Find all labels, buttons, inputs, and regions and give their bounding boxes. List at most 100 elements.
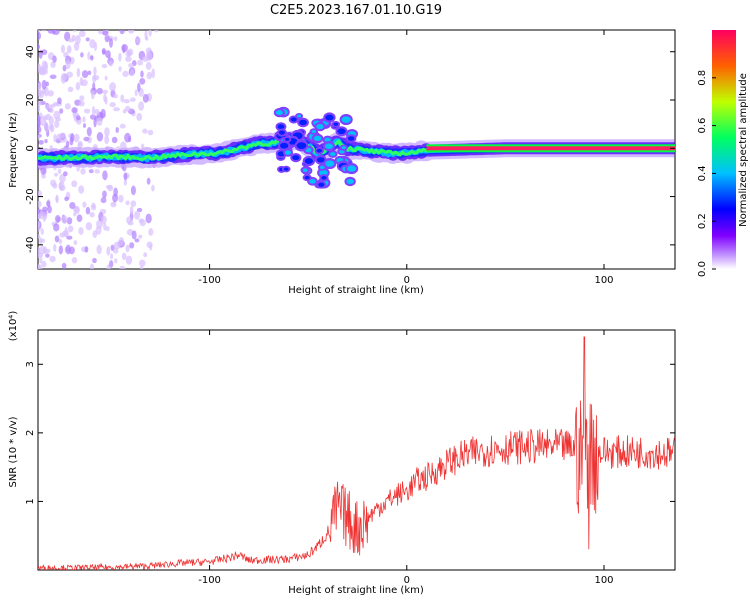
snr-y-multiplier: (x10⁴) (8, 311, 19, 342)
noise-blob (115, 127, 119, 133)
spectral-blob (292, 155, 300, 161)
noise-blob (104, 127, 110, 137)
spectrogram-panel: -100 0 100 -40 -20 0 20 40 Height of straight l… (8, 29, 676, 296)
y-tick-label: -20 (25, 188, 36, 204)
noise-blob (54, 172, 58, 177)
noise-blob (123, 180, 128, 186)
noise-blob (144, 30, 148, 40)
noise-blob (80, 168, 86, 175)
noise-blob (81, 70, 89, 79)
snr-series-line (38, 336, 675, 570)
spectral-blob (329, 152, 336, 157)
spectral-blob (297, 114, 302, 118)
noise-blob (93, 74, 100, 81)
noise-blob (92, 82, 96, 92)
noise-blob (52, 55, 57, 63)
spectral-blob (299, 119, 307, 126)
noise-blob (135, 36, 141, 45)
noise-blob (41, 79, 47, 90)
noise-blob (95, 225, 102, 235)
noise-blob (101, 47, 106, 54)
noise-blob (134, 210, 141, 220)
noise-blob (111, 136, 118, 144)
noise-blob (38, 49, 43, 59)
noise-blob (40, 116, 47, 127)
noise-blob (86, 127, 92, 137)
x-tick-label: 0 (404, 275, 410, 286)
noise-blob (122, 44, 126, 54)
noise-blob (145, 61, 152, 70)
noise-blob (114, 258, 118, 264)
noise-blob (103, 93, 107, 103)
noise-blob (79, 77, 84, 86)
noise-blob (38, 200, 42, 208)
noise-blob (67, 38, 75, 43)
noise-blob (66, 45, 72, 54)
noise-blob (100, 215, 107, 225)
noise-blob (139, 77, 146, 85)
noise-blob (102, 89, 108, 95)
noise-blob (92, 257, 97, 264)
noise-blob (125, 200, 130, 206)
noise-blob (78, 100, 85, 107)
colorbar: 0.0 0.2 0.4 0.6 0.8 Normalized spectral ampl… (697, 30, 749, 277)
spectral-blob (319, 165, 325, 170)
noise-blob (66, 235, 73, 240)
noise-blob (113, 241, 121, 250)
noise-blob (78, 185, 85, 194)
noise-blob (94, 108, 100, 115)
noise-blob (102, 170, 108, 181)
noise-blob (83, 136, 90, 142)
noise-blob (45, 81, 49, 87)
noise-blob (140, 70, 144, 78)
colorbar-tick-label: 0.0 (697, 261, 708, 277)
noise-blob (62, 230, 70, 237)
noise-blob (148, 30, 152, 37)
noise-blob (146, 177, 151, 185)
noise-blob (54, 235, 60, 243)
noise-blob (112, 94, 118, 99)
noise-blob (126, 50, 131, 57)
noise-blob (134, 89, 138, 97)
y-tick-label: 0 (25, 145, 36, 151)
noise-blob (126, 216, 133, 225)
noise-blob (125, 255, 133, 265)
x-tick-label: 100 (594, 575, 613, 586)
noise-blob (67, 225, 74, 233)
noise-blob (113, 36, 118, 42)
noise-blob (44, 139, 48, 144)
noise-blob (59, 108, 64, 114)
noise-blob (145, 213, 152, 224)
spectral-blob (339, 149, 345, 154)
colorbar-label: Normalized spectral amplitude (738, 73, 749, 227)
noise-blob (109, 82, 117, 92)
spectral-blob (346, 178, 354, 185)
noise-blob (61, 262, 67, 269)
spectral-blob (302, 168, 308, 172)
spectral-blob (283, 167, 289, 171)
noise-blob (59, 173, 66, 183)
noise-blob (65, 140, 70, 148)
noise-blob (102, 190, 107, 199)
noise-blob (75, 115, 81, 121)
colorbar-tick-label: 0.6 (697, 118, 708, 134)
colorbar-tick-label: 0.4 (697, 165, 708, 181)
y-tick-label: 40 (25, 45, 36, 58)
noise-blob (125, 244, 130, 253)
noise-blob (129, 205, 134, 216)
noise-blob (44, 122, 49, 133)
noise-blob (47, 205, 52, 214)
noise-blob (48, 107, 54, 114)
noise-blob (38, 221, 41, 229)
noise-blob (61, 132, 66, 139)
noise-blob (65, 59, 71, 70)
noise-blob (43, 213, 48, 220)
noise-blob (71, 257, 78, 264)
noise-blob (98, 30, 102, 35)
noise-blob (88, 169, 94, 174)
spectrogram-x-axis-label: Height of straight line (km) (288, 285, 424, 296)
y-tick-label: 20 (25, 94, 36, 107)
spectral-blob (278, 130, 285, 135)
noise-blob (138, 101, 145, 111)
